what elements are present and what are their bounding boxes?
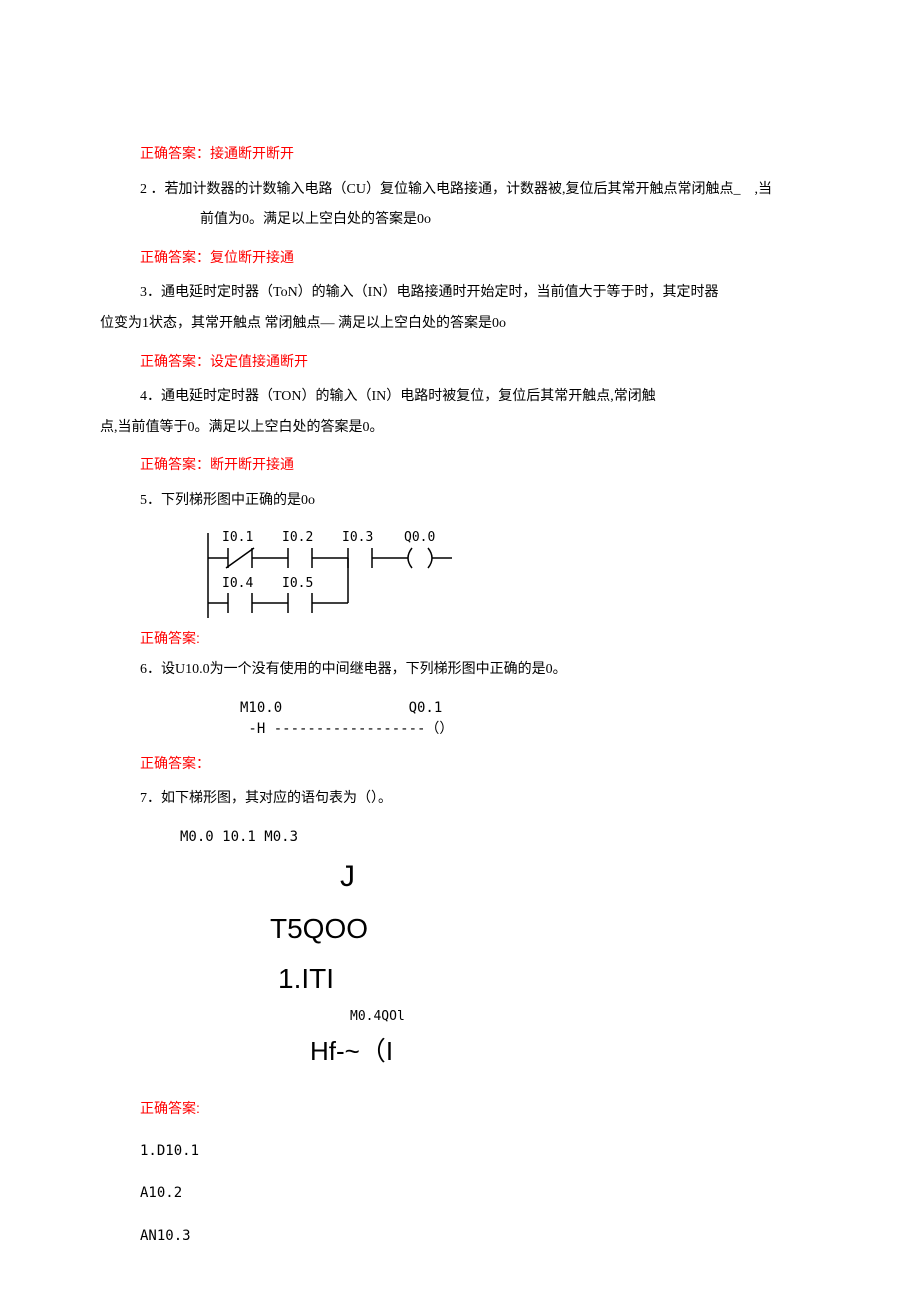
q3-answer: 正确答案：设定值接通断开: [140, 348, 820, 375]
q2-text-a: ．若加计数器的计数输入电路（CU）复位输入电路接通，计数器被,复位后其常开触点常…: [151, 182, 741, 197]
q6-answer: 正确答案：: [140, 750, 820, 777]
q2-text: 2 ．若加计数器的计数输入电路（CU）复位输入电路接通，计数器被,复位后其常开触…: [140, 177, 820, 204]
q6-num: 6: [140, 662, 147, 677]
q5-ladder-diagram: I0.1 I0.2 I0.3 Q0.0 I0.4 I0.5: [200, 523, 500, 623]
q7-text: 7．如下梯形图，其对应的语句表为（）。: [140, 786, 820, 813]
q7-answer-list: 1.D10.1 A10.2 AN10.3: [140, 1138, 820, 1250]
ladder-label-q00: Q0.0: [404, 530, 435, 545]
q3-body: ．通电延时定时器（ToN）的输入（IN）电路接通时开始定时，当前值大于等于时，其…: [147, 285, 718, 300]
q7-big-line1: M0.0 10.1 M0.3: [180, 825, 820, 850]
q5-body: ．下列梯形图中正确的是0o: [147, 493, 315, 508]
q7-body: ．如下梯形图，其对应的语句表为（）。: [147, 791, 392, 806]
q3-text: 3．通电延时定时器（ToN）的输入（IN）电路接通时开始定时，当前值大于等于时，…: [140, 280, 820, 307]
q4-text: 4．通电延时定时器（TON）的输入（IN）电路时被复位，复位后其常开触点,常闭触: [140, 384, 820, 411]
q2-num: 2: [140, 182, 147, 197]
q5-answer: 正确答案:: [140, 630, 200, 646]
ladder-label-i01: I0.1: [222, 530, 253, 545]
q7-num: 7: [140, 791, 147, 806]
q7-big-iti: 1.ITI: [278, 954, 820, 1004]
q4-body: ．通电延时定时器（TON）的输入（IN）电路时被复位，复位后其常开触点,常闭触: [147, 389, 656, 404]
q5-num: 5: [140, 493, 147, 508]
q7-big-m04: M0.4QOl: [350, 1005, 820, 1028]
ladder-label-i04: I0.4: [222, 576, 253, 591]
ladder-label-i03: I0.3: [342, 530, 373, 545]
q4-answer: 正确答案：断开断开接通: [140, 451, 820, 478]
q7-big-j: J: [340, 850, 820, 904]
q6-text: 6．设U10.0为一个没有使用的中间继电器，下列梯形图中正确的是0。: [140, 657, 820, 684]
q1-answer: 正确答案：接通断开断开: [140, 140, 820, 167]
list-item: AN10.3: [140, 1223, 820, 1250]
q6-code: M10.0 Q0.1 -H ------------------（）: [240, 698, 820, 740]
q2-cont: 前值为0。满足以上空白处的答案是0o: [200, 207, 820, 234]
q7-big-hf: Hf-~（I: [310, 1028, 820, 1075]
q3-cont: 位变为1状态，其常开触点 常闭触点— 满足以上空白处的答案是0o: [100, 311, 820, 338]
q4-num: 4: [140, 389, 147, 404]
list-item: A10.2: [140, 1180, 820, 1207]
q5-text: 5．下列梯形图中正确的是0o: [140, 488, 820, 515]
ladder-label-i05: I0.5: [282, 576, 313, 591]
q2-answer: 正确答案：复位断开接通: [140, 244, 820, 271]
q7-big-t5: T5QOO: [270, 904, 820, 954]
ladder-label-i02: I0.2: [282, 530, 313, 545]
list-item: 1.D10.1: [140, 1138, 820, 1165]
q4-cont: 点,当前值等于0。满足以上空白处的答案是0。: [100, 415, 820, 442]
q3-num: 3: [140, 285, 147, 300]
q2-text-b: ,当: [754, 182, 772, 197]
q7-diagram-block: M0.0 10.1 M0.3 J T5QOO 1.ITI M0.4QOl Hf-…: [180, 825, 820, 1075]
q7-answer: 正确答案:: [140, 1095, 820, 1122]
q6-body: ．设U10.0为一个没有使用的中间继电器，下列梯形图中正确的是0。: [147, 662, 567, 677]
